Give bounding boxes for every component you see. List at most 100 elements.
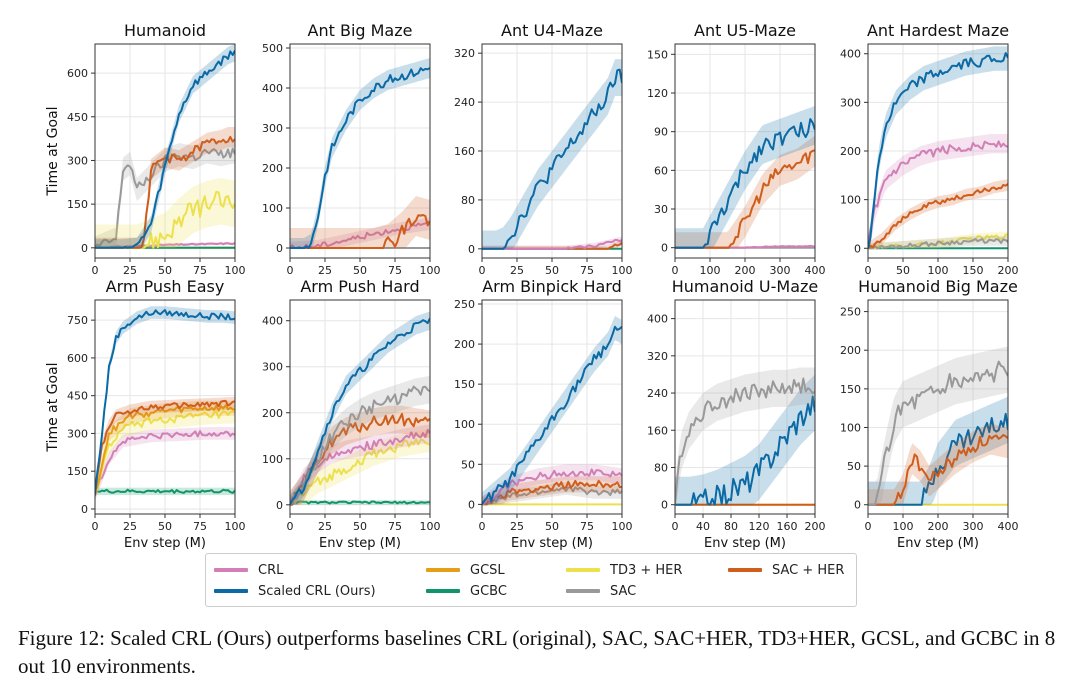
legend-entry-crl: CRL (214, 560, 283, 580)
x-tick-label: 50 (545, 520, 559, 533)
panel-humanoid: 0 25 50 75 100 0 150 300 450 600 Humanoid (67, 21, 246, 277)
x-tick-label: 100 (612, 520, 633, 533)
y-tick-label: 200 (840, 344, 861, 357)
series-line-sac (868, 360, 1008, 506)
series-band-scaled-crl-ours (675, 374, 815, 505)
series-band-scaled-crl-ours (675, 105, 815, 248)
y-tick-label: 400 (840, 48, 861, 61)
series-band-crl (95, 427, 235, 501)
series-band-sac-her (95, 396, 235, 501)
series-band-sac-her (290, 196, 430, 248)
series-band-scaled-crl-ours (482, 316, 622, 505)
x-tick-label: 0 (92, 520, 99, 533)
panel-title: Ant Big Maze (308, 21, 413, 40)
series-line-scaled-crl-ours (482, 68, 622, 250)
x-tick-label: 50 (353, 520, 367, 533)
y-tick-label: 0 (81, 242, 88, 255)
series-line-crl (95, 430, 235, 496)
series-line-gcbc (290, 500, 430, 505)
y-tick-label: 100 (262, 202, 283, 215)
series-band-sac (482, 481, 622, 505)
x-tick-label: 25 (510, 264, 524, 277)
y-tick-label: 0 (854, 242, 861, 255)
legend-swatch-crl (214, 568, 248, 572)
y-tick-label: 100 (454, 418, 475, 431)
x-tick-label: 100 (893, 520, 914, 533)
y-tick-label: 150 (647, 48, 668, 61)
series-line-sac-her (290, 412, 430, 506)
x-tick-label: 25 (318, 264, 332, 277)
panel-title: Arm Push Easy (106, 277, 225, 296)
x-tick-label: 80 (724, 520, 738, 533)
y-tick-label: 200 (840, 145, 861, 158)
x-tick-label: 160 (777, 520, 798, 533)
series-line-scaled-crl-ours (95, 50, 235, 249)
y-tick-label: 750 (67, 314, 88, 327)
y-tick-label: 240 (454, 96, 475, 109)
panel-title: Humanoid Big Maze (858, 277, 1018, 296)
x-axis-label: Env step (M) (124, 536, 206, 551)
series-line-gcbc (95, 488, 235, 494)
x-axis-label: Env step (M) (897, 536, 979, 551)
legend-label: CRL (258, 562, 284, 578)
series-band-sac-her (868, 179, 1008, 249)
y-tick-label: 450 (67, 390, 88, 403)
panel-humanoid-big-maze: 0 100 200 300 400 0 50 100 150 200 250 Humanoid Big… (840, 277, 1019, 533)
series-band-td3-her (95, 177, 235, 248)
x-tick-label: 300 (963, 520, 984, 533)
series-band-sac-her (675, 135, 815, 248)
series-line-sac (868, 238, 1008, 250)
legend-swatch-gcsl (426, 568, 460, 572)
panel-title: Ant Hardest Maze (867, 21, 1009, 40)
x-tick-label: 200 (928, 520, 949, 533)
x-axis-label: Env step (M) (704, 536, 786, 551)
panel-arm-push-easy: 0 25 50 75 100 0 150 300 450 600 750 Arm Push Easy (67, 277, 246, 533)
y-tick-label: 600 (67, 352, 88, 365)
y-tick-label: 300 (262, 361, 283, 374)
x-tick-label: 75 (388, 520, 402, 533)
x-tick-label: 25 (123, 264, 137, 277)
y-tick-label: 200 (262, 162, 283, 175)
y-axis-label: Time at Goal (45, 106, 61, 196)
x-tick-label: 50 (353, 264, 367, 277)
x-tick-label: 50 (158, 520, 172, 533)
x-tick-label: 50 (545, 264, 559, 277)
x-tick-label: 75 (580, 520, 594, 533)
y-tick-label: 300 (262, 122, 283, 135)
x-tick-label: 0 (672, 264, 679, 277)
panel-title: Arm Binpick Hard (482, 277, 622, 296)
y-axis-label: Time at Goal (45, 362, 61, 452)
plot-area (482, 316, 622, 506)
y-tick-label: 300 (67, 427, 88, 440)
y-tick-label: 80 (461, 194, 475, 207)
y-tick-label: 100 (262, 453, 283, 466)
series-band-scaled-crl-ours (290, 58, 430, 248)
series-line-scaled-crl-ours (675, 395, 815, 506)
y-tick-label: 400 (262, 315, 283, 328)
legend-label: GCSL (470, 562, 505, 578)
panel-title: Ant U5-Maze (694, 21, 796, 40)
legend-swatch-sac (566, 589, 600, 593)
y-tick-label: 600 (67, 67, 88, 80)
plot-area (482, 59, 622, 250)
x-tick-label: 100 (225, 520, 246, 533)
y-tick-label: 250 (454, 298, 475, 311)
x-tick-label: 25 (318, 520, 332, 533)
plot-area (290, 311, 430, 506)
y-tick-label: 300 (840, 96, 861, 109)
plot-area (868, 346, 1008, 506)
panel-ant-u4-maze: 0 25 50 75 100 0 80 160 240 320 Ant U4-Maze (454, 21, 633, 277)
x-axis-label: Env step (M) (319, 536, 401, 551)
x-tick-label: 200 (998, 264, 1019, 277)
y-tick-label: 90 (654, 126, 668, 139)
legend: CRL Scaled CRL (Ours) GCSL GCBC TD3 + HE… (205, 553, 857, 607)
series-line-gcsl (95, 404, 235, 492)
series-line-scaled-crl-ours (290, 67, 430, 249)
series-line-sac-her (868, 434, 1008, 506)
series-band-td3-her (95, 405, 235, 503)
plot-area (290, 58, 430, 249)
series-line-scaled-crl-ours (95, 309, 235, 495)
x-tick-label: 100 (225, 264, 246, 277)
y-tick-label: 450 (67, 111, 88, 124)
legend-entry-gcbc: GCBC (426, 581, 507, 601)
